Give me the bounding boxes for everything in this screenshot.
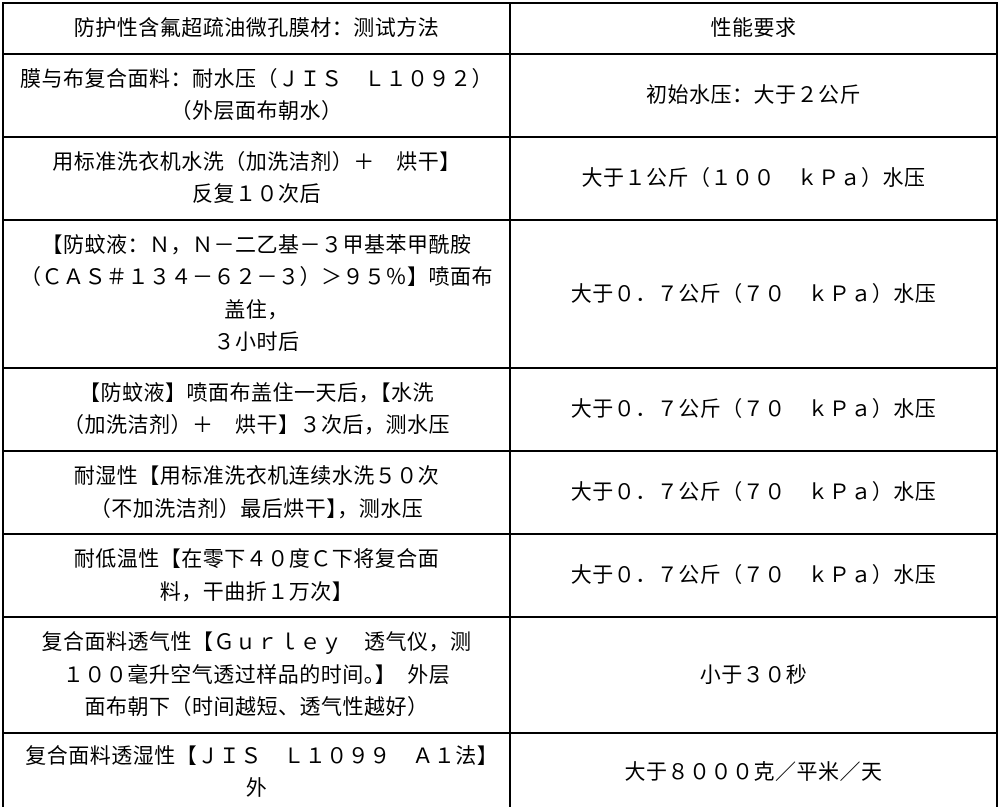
test-method-cell: 防护性含氟超疏油微孔膜材：测试方法 (3, 3, 510, 54)
test-method-cell: 【防蚊液】喷面布盖住一天后，【水洗（加洗洁剂）＋ 烘干】３次后，测水压 (3, 368, 510, 451)
table-body: 防护性含氟超疏油微孔膜材：测试方法性能要求膜与布复合面料：耐水压（ＪＩＳ Ｌ１０… (3, 3, 997, 807)
specification-table: 防护性含氟超疏油微孔膜材：测试方法性能要求膜与布复合面料：耐水压（ＪＩＳ Ｌ１０… (2, 2, 998, 807)
test-method-cell: 【防蚊液：Ｎ，Ｎ－二乙基－３甲基苯甲酰胺（ＣＡＳ＃１３４－６２－３）＞９５％】喷… (3, 220, 510, 368)
table-row: 膜与布复合面料：耐水压（ＪＩＳ Ｌ１０９２）（外层面布朝水）初始水压：大于２公斤 (3, 54, 997, 137)
table-row: 耐湿性【用标准洗衣机连续水洗５０次（不加洗洁剂）最后烘干】，测水压大于０．７公斤… (3, 451, 997, 534)
requirement-cell: 初始水压：大于２公斤 (510, 54, 997, 137)
table-row: 用标准洗衣机水洗（加洗洁剂）＋ 烘干】反复１０次后大于１公斤（１００ ｋＰａ）水… (3, 137, 997, 220)
test-method-cell: 耐低温性【在零下４０度Ｃ下将复合面料，干曲折１万次】 (3, 534, 510, 617)
requirement-cell: 大于０．７公斤（７０ ｋＰａ）水压 (510, 534, 997, 617)
table-row: 复合面料透气性【Ｇｕｒｌｅｙ 透气仪，测１００毫升空气透过样品的时间。】 外层面… (3, 617, 997, 733)
requirement-cell: 大于０．７公斤（７０ ｋＰａ）水压 (510, 368, 997, 451)
requirement-cell: 大于０．７公斤（７０ ｋＰａ）水压 (510, 220, 997, 368)
table-row: 耐低温性【在零下４０度Ｃ下将复合面料，干曲折１万次】大于０．７公斤（７０ ｋＰａ… (3, 534, 997, 617)
requirement-cell: 大于８０００克／平米／天 (510, 733, 997, 807)
requirement-cell: 性能要求 (510, 3, 997, 54)
test-method-cell: 复合面料透湿性【ＪＩＳ Ｌ１０９９ Ａ１法】 外 (3, 733, 510, 807)
requirement-cell: 大于１公斤（１００ ｋＰａ）水压 (510, 137, 997, 220)
table-row: 【防蚊液】喷面布盖住一天后，【水洗（加洗洁剂）＋ 烘干】３次后，测水压大于０．７… (3, 368, 997, 451)
table-row: 复合面料透湿性【ＪＩＳ Ｌ１０９９ Ａ１法】 外大于８０００克／平米／天 (3, 733, 997, 807)
test-method-cell: 用标准洗衣机水洗（加洗洁剂）＋ 烘干】反复１０次后 (3, 137, 510, 220)
specification-table-container: 防护性含氟超疏油微孔膜材：测试方法性能要求膜与布复合面料：耐水压（ＪＩＳ Ｌ１０… (2, 2, 998, 807)
requirement-cell: 小于３０秒 (510, 617, 997, 733)
test-method-cell: 耐湿性【用标准洗衣机连续水洗５０次（不加洗洁剂）最后烘干】，测水压 (3, 451, 510, 534)
table-row: 防护性含氟超疏油微孔膜材：测试方法性能要求 (3, 3, 997, 54)
test-method-cell: 复合面料透气性【Ｇｕｒｌｅｙ 透气仪，测１００毫升空气透过样品的时间。】 外层面… (3, 617, 510, 733)
test-method-cell: 膜与布复合面料：耐水压（ＪＩＳ Ｌ１０９２）（外层面布朝水） (3, 54, 510, 137)
requirement-cell: 大于０．７公斤（７０ ｋＰａ）水压 (510, 451, 997, 534)
table-row: 【防蚊液：Ｎ，Ｎ－二乙基－３甲基苯甲酰胺（ＣＡＳ＃１３４－６２－３）＞９５％】喷… (3, 220, 997, 368)
